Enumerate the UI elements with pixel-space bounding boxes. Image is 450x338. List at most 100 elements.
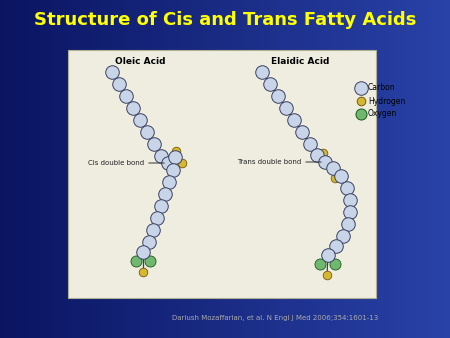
- Point: [130, 105, 137, 111]
- Bar: [416, 0, 423, 338]
- Point: [344, 221, 351, 227]
- Bar: [40, 0, 46, 338]
- Text: Structure of Cis and Trans Fatty Acids: Structure of Cis and Trans Fatty Acids: [34, 11, 416, 29]
- Bar: [287, 0, 293, 338]
- Point: [274, 93, 282, 99]
- Bar: [158, 0, 164, 338]
- Point: [132, 258, 140, 264]
- Text: Dariush Mozaffarian, et al. N Engl J Med 2006;354:1601-13: Dariush Mozaffarian, et al. N Engl J Med…: [172, 315, 378, 321]
- Point: [346, 209, 354, 215]
- Point: [150, 141, 158, 147]
- Bar: [124, 0, 130, 338]
- FancyBboxPatch shape: [68, 50, 376, 298]
- Point: [153, 215, 161, 221]
- Point: [357, 111, 364, 117]
- Bar: [388, 0, 395, 338]
- Bar: [56, 0, 63, 338]
- Point: [290, 117, 297, 123]
- Bar: [17, 0, 23, 338]
- Bar: [28, 0, 35, 338]
- Bar: [236, 0, 243, 338]
- Bar: [310, 0, 316, 338]
- Bar: [50, 0, 57, 338]
- Point: [338, 173, 345, 179]
- Text: Oxygen: Oxygen: [368, 110, 397, 119]
- Point: [357, 85, 364, 91]
- Bar: [85, 0, 91, 338]
- Bar: [332, 0, 338, 338]
- Bar: [112, 0, 119, 338]
- Bar: [304, 0, 310, 338]
- Bar: [242, 0, 248, 338]
- Point: [164, 160, 171, 166]
- Point: [331, 175, 338, 181]
- Bar: [163, 0, 170, 338]
- Bar: [220, 0, 226, 338]
- Bar: [185, 0, 192, 338]
- Point: [146, 258, 153, 264]
- Bar: [118, 0, 125, 338]
- Bar: [355, 0, 361, 338]
- Bar: [377, 0, 383, 338]
- Point: [108, 69, 116, 75]
- Bar: [214, 0, 220, 338]
- Bar: [68, 0, 74, 338]
- Bar: [382, 0, 389, 338]
- Bar: [405, 0, 412, 338]
- Bar: [95, 0, 102, 338]
- Point: [266, 81, 274, 87]
- Bar: [5, 0, 12, 338]
- Bar: [349, 0, 356, 338]
- Point: [320, 150, 327, 156]
- Point: [140, 269, 147, 275]
- Bar: [433, 0, 440, 338]
- Bar: [265, 0, 271, 338]
- Bar: [197, 0, 203, 338]
- Point: [313, 152, 320, 158]
- Bar: [253, 0, 260, 338]
- Point: [122, 93, 130, 99]
- Point: [329, 165, 337, 171]
- Point: [178, 160, 185, 166]
- Point: [115, 81, 122, 87]
- Point: [158, 153, 165, 159]
- Bar: [326, 0, 333, 338]
- Bar: [90, 0, 97, 338]
- Bar: [410, 0, 417, 338]
- Bar: [298, 0, 305, 338]
- Bar: [101, 0, 108, 338]
- Bar: [343, 0, 350, 338]
- Bar: [292, 0, 299, 338]
- Bar: [191, 0, 198, 338]
- Point: [172, 148, 180, 154]
- Bar: [360, 0, 367, 338]
- Bar: [422, 0, 428, 338]
- Text: Carbon: Carbon: [368, 83, 396, 93]
- Point: [136, 117, 144, 123]
- Point: [316, 261, 324, 267]
- Bar: [62, 0, 68, 338]
- Point: [331, 261, 338, 267]
- Point: [343, 185, 351, 191]
- Text: Trans double bond: Trans double bond: [237, 159, 301, 165]
- Bar: [230, 0, 237, 338]
- Point: [333, 243, 340, 249]
- Bar: [439, 0, 446, 338]
- Bar: [281, 0, 288, 338]
- Bar: [34, 0, 40, 338]
- Point: [162, 191, 169, 197]
- Bar: [428, 0, 434, 338]
- Bar: [45, 0, 52, 338]
- Bar: [225, 0, 232, 338]
- Text: Hydrogen: Hydrogen: [368, 97, 405, 105]
- Point: [324, 272, 331, 278]
- Bar: [175, 0, 181, 338]
- Bar: [202, 0, 209, 338]
- Bar: [152, 0, 158, 338]
- Bar: [275, 0, 282, 338]
- Bar: [11, 0, 18, 338]
- Text: Oleic Acid: Oleic Acid: [115, 57, 165, 67]
- Point: [298, 129, 306, 135]
- Bar: [146, 0, 153, 338]
- Bar: [208, 0, 215, 338]
